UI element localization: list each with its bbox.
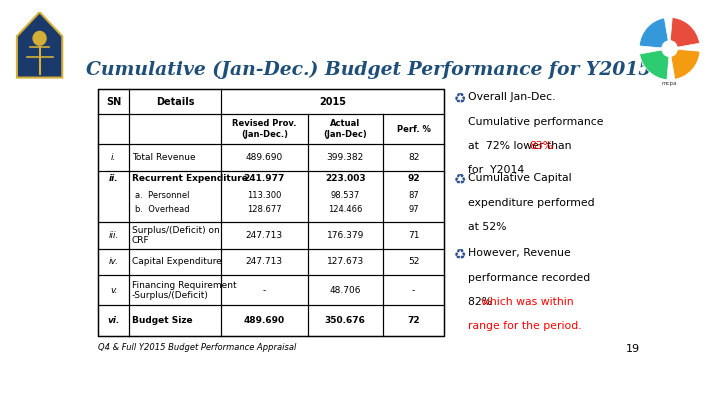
Text: However, Revenue: However, Revenue: [468, 248, 570, 258]
Text: SN: SN: [106, 96, 122, 107]
Text: ♻: ♻: [454, 173, 467, 188]
Text: at 52%: at 52%: [468, 222, 506, 232]
Text: which was within: which was within: [481, 297, 573, 307]
Text: ♻: ♻: [454, 92, 467, 106]
Text: Perf. %: Perf. %: [397, 124, 431, 134]
Text: Cumulative performance: Cumulative performance: [468, 117, 603, 127]
Text: 82: 82: [408, 153, 419, 162]
Text: 489.690: 489.690: [246, 153, 283, 162]
Text: 48.706: 48.706: [330, 286, 361, 295]
Text: 241.977: 241.977: [243, 174, 285, 183]
Text: i.: i.: [111, 153, 117, 162]
Text: vi.: vi.: [107, 316, 120, 325]
Text: at  72% lower than: at 72% lower than: [468, 141, 575, 151]
Text: ♻: ♻: [454, 248, 467, 262]
Text: 52: 52: [408, 258, 419, 266]
Text: -: -: [263, 286, 266, 295]
Text: 83%: 83%: [529, 141, 554, 151]
Text: 92: 92: [408, 174, 420, 183]
Text: 72: 72: [408, 316, 420, 325]
Text: iv.: iv.: [109, 258, 119, 266]
Text: range for the period.: range for the period.: [468, 321, 581, 331]
Wedge shape: [670, 49, 700, 79]
Text: 98.537: 98.537: [330, 191, 360, 200]
Text: 2015: 2015: [319, 96, 346, 107]
Text: 350.676: 350.676: [325, 316, 366, 325]
Text: Cumulative Capital: Cumulative Capital: [468, 173, 572, 183]
Text: 247.713: 247.713: [246, 231, 283, 240]
Wedge shape: [639, 49, 670, 80]
Text: ii.: ii.: [109, 174, 119, 183]
Text: Cumulative (Jan-Dec.) Budget Performance for Y2015: Cumulative (Jan-Dec.) Budget Performance…: [86, 61, 652, 79]
Text: 71: 71: [408, 231, 419, 240]
Text: 124.466: 124.466: [328, 205, 362, 214]
Text: 19: 19: [626, 344, 639, 354]
Text: Overall Jan-Dec.: Overall Jan-Dec.: [468, 92, 555, 102]
Text: 113.300: 113.300: [247, 191, 282, 200]
Text: Total Revenue: Total Revenue: [132, 153, 195, 162]
Text: Surplus/(Deficit) on
CRF: Surplus/(Deficit) on CRF: [132, 226, 220, 245]
Text: 128.677: 128.677: [247, 205, 282, 214]
Text: 223.003: 223.003: [325, 174, 366, 183]
Text: mcpa: mcpa: [662, 81, 678, 86]
Text: expenditure performed: expenditure performed: [468, 198, 595, 208]
Text: 82%: 82%: [468, 297, 495, 307]
Text: 176.379: 176.379: [327, 231, 364, 240]
Text: Actual
(Jan-Dec): Actual (Jan-Dec): [323, 119, 367, 139]
Text: for  Y2014: for Y2014: [468, 165, 524, 175]
Text: Capital Expenditure: Capital Expenditure: [132, 258, 222, 266]
Wedge shape: [670, 17, 700, 49]
Polygon shape: [17, 12, 63, 78]
Text: Q4 & Full Y2015 Budget Performance Appraisal: Q4 & Full Y2015 Budget Performance Appra…: [99, 343, 297, 352]
Text: Budget Size: Budget Size: [132, 316, 192, 325]
Circle shape: [662, 41, 678, 56]
Text: 247.713: 247.713: [246, 258, 283, 266]
Text: Financing Requirement
-Surplus/(Deficit): Financing Requirement -Surplus/(Deficit): [132, 281, 236, 300]
Text: 87: 87: [408, 191, 419, 200]
Text: Revised Prov.
(Jan-Dec.): Revised Prov. (Jan-Dec.): [232, 119, 297, 139]
Text: performance recorded: performance recorded: [468, 273, 590, 283]
Text: b.  Overhead: b. Overhead: [135, 205, 189, 214]
Text: 97: 97: [408, 205, 419, 214]
Text: iii.: iii.: [109, 231, 119, 240]
Wedge shape: [639, 18, 670, 49]
Text: Recurrent Expenditure: Recurrent Expenditure: [132, 174, 248, 183]
Circle shape: [33, 32, 46, 45]
Text: 489.690: 489.690: [244, 316, 285, 325]
Text: Details: Details: [156, 96, 194, 107]
Text: -: -: [412, 286, 415, 295]
Text: v.: v.: [110, 286, 117, 295]
Text: a.  Personnel: a. Personnel: [135, 191, 189, 200]
Text: 399.382: 399.382: [327, 153, 364, 162]
Text: 127.673: 127.673: [327, 258, 364, 266]
